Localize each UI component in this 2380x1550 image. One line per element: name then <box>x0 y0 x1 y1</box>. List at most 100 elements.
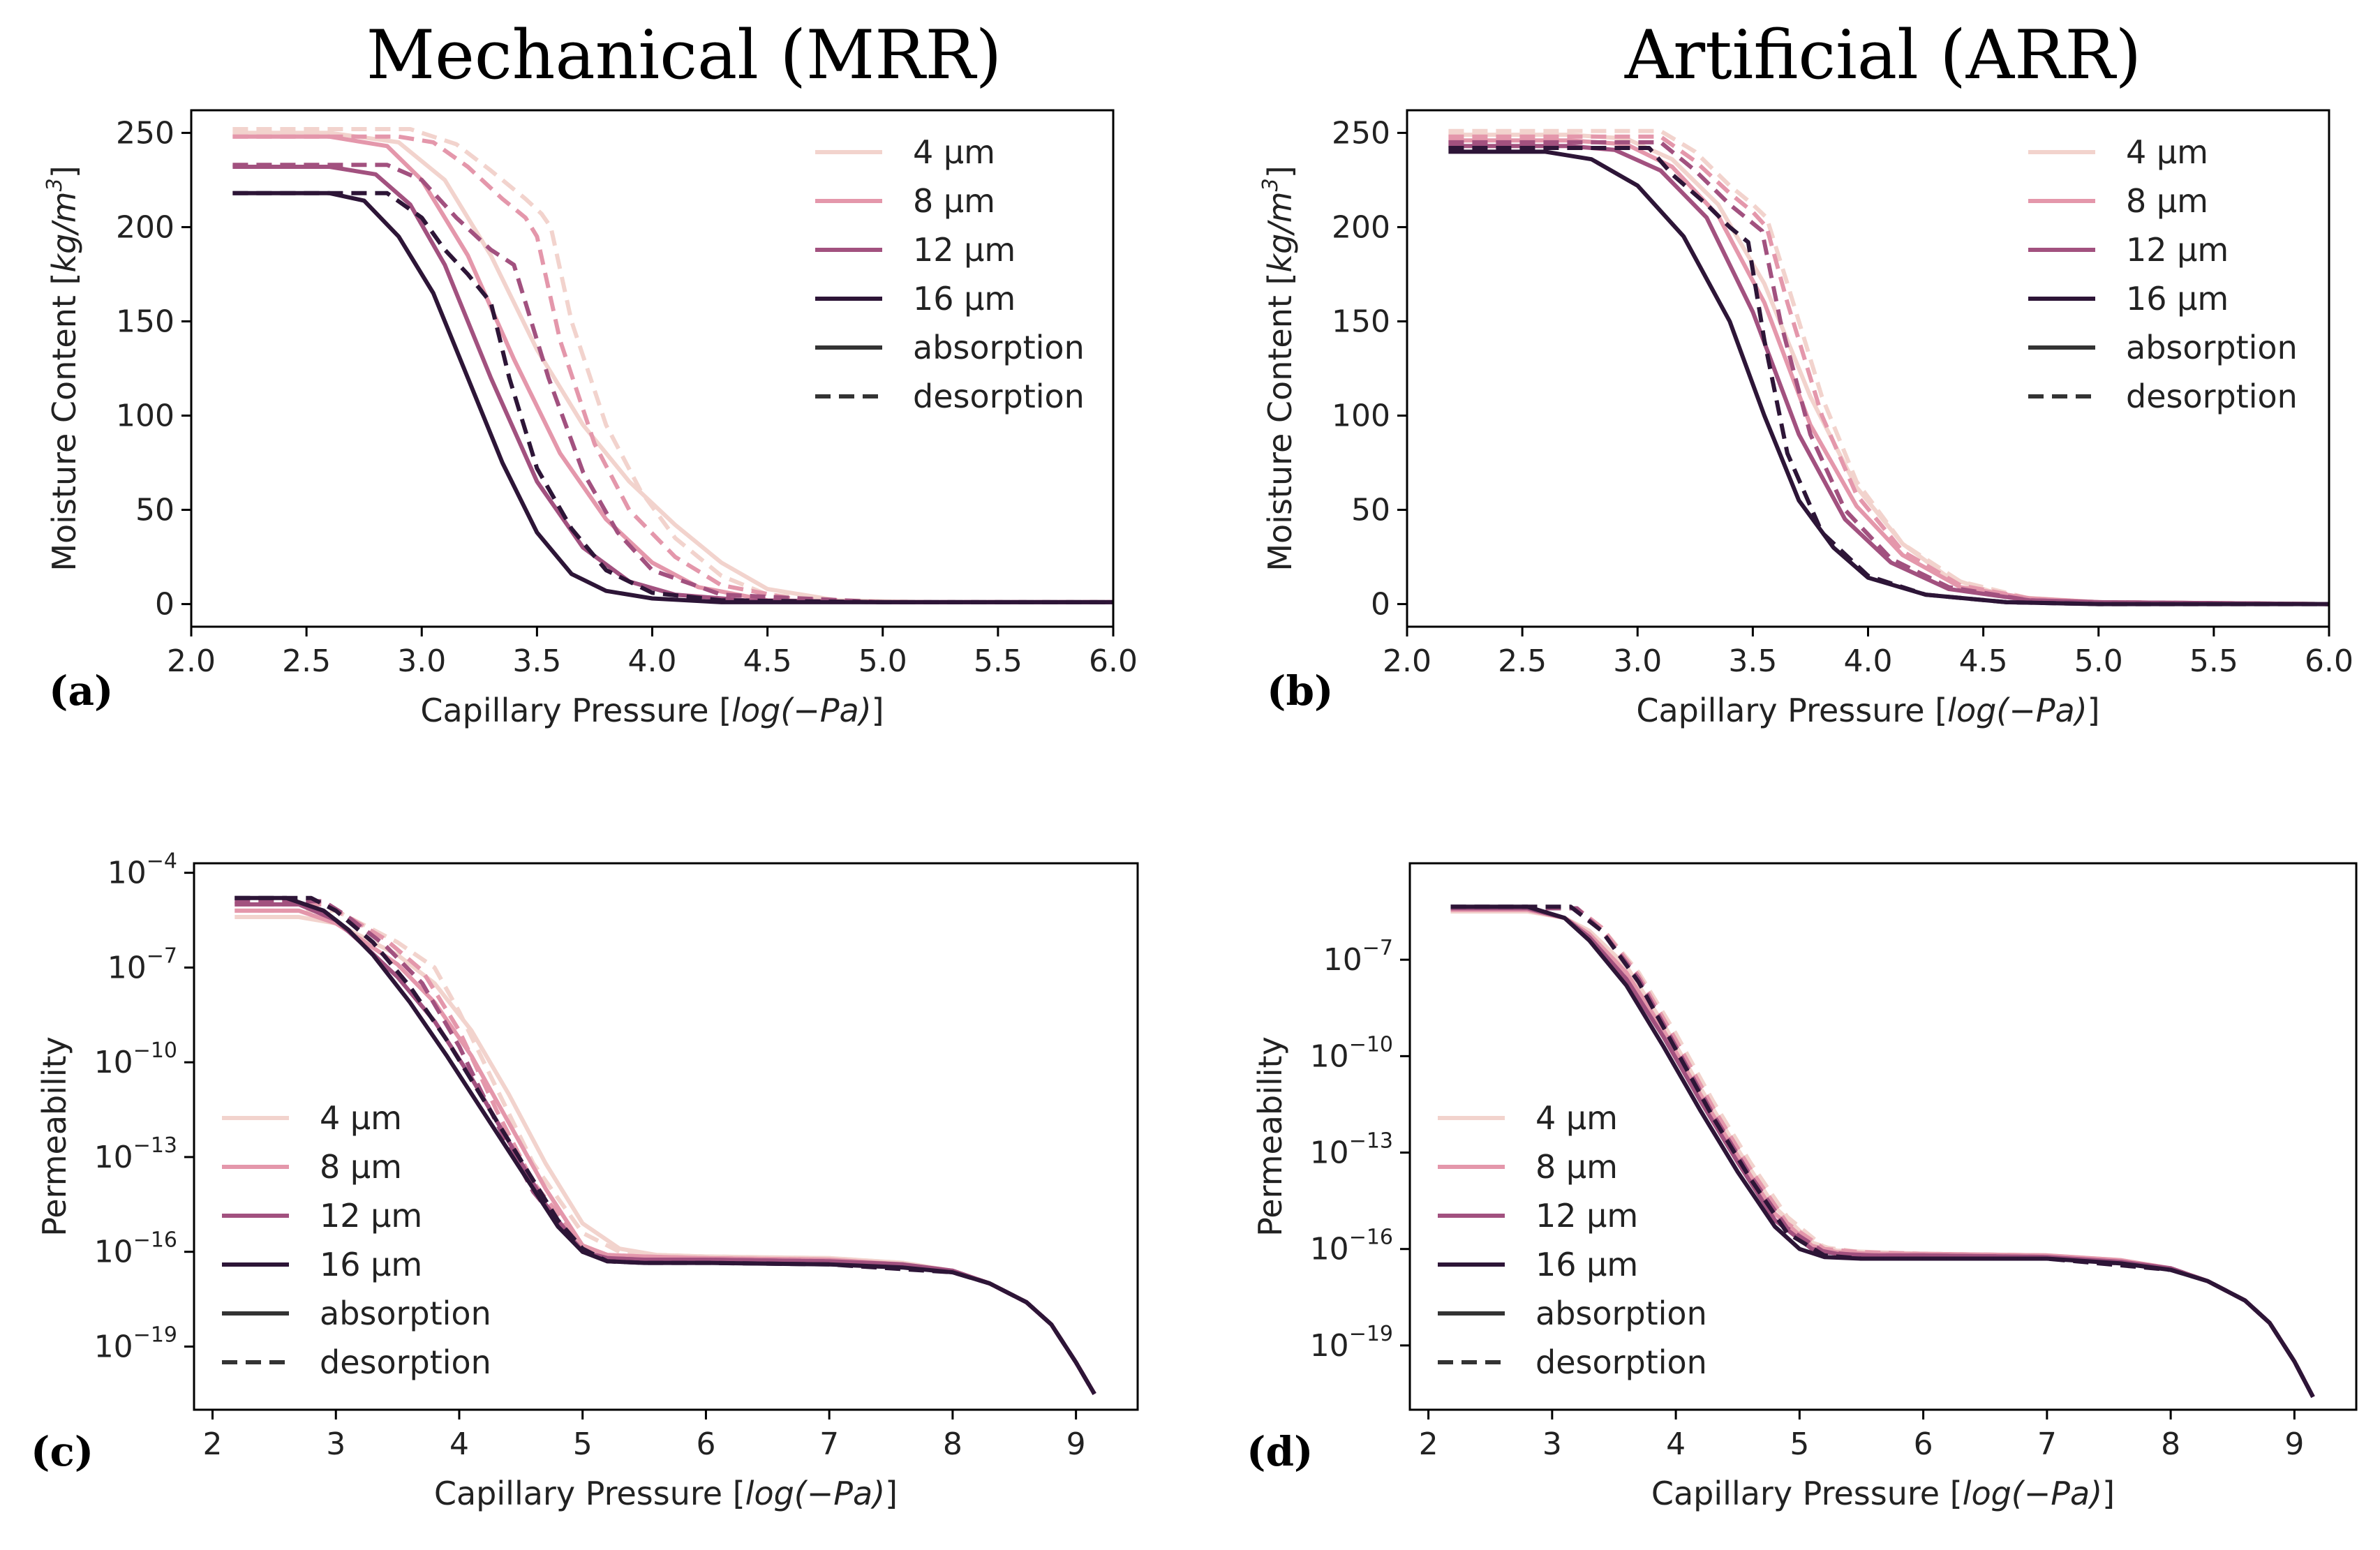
x-tick-label: 3.5 <box>1728 643 1777 679</box>
column-title-right: Artificial (ARR) <box>1624 16 2141 94</box>
x-tick-label: 4.0 <box>1844 643 1893 679</box>
series-line-4m-desorption <box>1448 128 2329 606</box>
x-tick-label: 4.5 <box>743 643 792 679</box>
y-axis-label: Permeability <box>1251 1036 1289 1237</box>
series-line-4m-desorption <box>235 908 1096 1395</box>
legend-label: absorption <box>2126 329 2298 366</box>
y-tick-label: 0 <box>1371 587 1390 623</box>
x-tick-label: 6.0 <box>2305 643 2353 679</box>
legend-label: 16 µm <box>913 280 1016 318</box>
legend-label: 12 µm <box>913 231 1016 269</box>
x-tick-label: 4.0 <box>628 643 677 679</box>
y-tick-label: 10−10 <box>94 1038 177 1080</box>
legend-label: 12 µm <box>2126 231 2229 269</box>
x-tick-label: 8 <box>943 1426 962 1462</box>
x-tick-label: 4 <box>449 1426 469 1462</box>
x-tick-label: 7 <box>2037 1426 2057 1462</box>
series-line-8m-desorption <box>1448 134 2329 606</box>
y-tick-label: 50 <box>135 493 174 528</box>
panel-a-moisture-mrr: 2.0 2.5 3.0 3.5 4.0 4.5 5.0 5.5 6.0 0 50 100 150 200 2… <box>43 109 1138 729</box>
x-tick-label: 3 <box>1542 1426 1562 1462</box>
y-axis-label: Moisture Content [kg/m3] <box>1258 165 1299 571</box>
x-tick-label: 5.0 <box>2074 643 2123 679</box>
legend-label: absorption <box>913 329 1085 366</box>
plot-frame <box>1408 862 2358 1411</box>
y-tick-label: 50 <box>1351 493 1390 528</box>
x-tick-label: 9 <box>2284 1426 2304 1462</box>
legend-label: 16 µm <box>2126 280 2229 318</box>
x-tick-label: 5.0 <box>858 643 907 679</box>
y-tick-label: 10−7 <box>107 944 177 985</box>
legend-label: 8 µm <box>320 1148 402 1186</box>
series-lines <box>1450 904 2315 1398</box>
x-tick-label: 6 <box>696 1426 715 1462</box>
x-tick-label: 2.5 <box>1498 643 1547 679</box>
series-line-12m-desorption <box>232 163 1113 604</box>
x-axis-label: Capillary Pressure [log(−Pa)] <box>420 692 884 729</box>
x-tick-label: 2 <box>1419 1426 1438 1462</box>
y-tick-label: 250 <box>1332 115 1390 151</box>
series-line-12m-absorption <box>1448 144 2329 606</box>
y-axis-label: Permeability <box>36 1036 73 1237</box>
legend: 4 µm 8 µm 12 µm 16 µm absorption desorption <box>2028 133 2298 415</box>
panel-d-permeability-arr: 2 3 4 5 6 7 8 9 10−7 10−10 10−13 10−16 10−19 Capillar… <box>1247 862 2358 1512</box>
y-tick-label: 250 <box>116 115 174 151</box>
panel-label: (c) <box>31 1428 94 1475</box>
y-tick-label: 200 <box>1332 209 1390 245</box>
x-tick-label: 3.0 <box>397 643 446 679</box>
y-tick-label: 150 <box>1332 304 1390 339</box>
x-tick-label: 5.5 <box>974 643 1022 679</box>
y-tick-label: 10−7 <box>1323 936 1393 978</box>
y-tick-label: 0 <box>155 587 174 623</box>
y-tick-label: 10−16 <box>1310 1225 1393 1267</box>
legend-label: 4 µm <box>320 1099 402 1137</box>
legend-label: 4 µm <box>913 133 995 171</box>
x-tick-label: 3.0 <box>1613 643 1662 679</box>
y-tick-label: 100 <box>1332 398 1390 434</box>
x-tick-label: 3.5 <box>512 643 561 679</box>
legend: 4 µm 8 µm 12 µm 16 µm absorption desorption <box>1438 1099 1707 1381</box>
series-line-16m-desorption <box>1448 146 2329 606</box>
legend-label: desorption <box>320 1343 491 1381</box>
y-axis-label: Moisture Content [kg/m3] <box>43 165 83 571</box>
x-tick-label: 4 <box>1666 1426 1686 1462</box>
panel-b-moisture-arr: 2.0 2.5 3.0 3.5 4.0 4.5 5.0 5.5 6.0 0 50 100 150 200 2… <box>1258 109 2353 729</box>
series-line-12m-desorption <box>1448 140 2329 606</box>
y-tick-label: 10−19 <box>1310 1322 1393 1364</box>
legend-label: 16 µm <box>1535 1246 1638 1283</box>
y-tick-label: 150 <box>116 304 174 339</box>
x-tick-label: 4.5 <box>1959 643 2008 679</box>
panel-c-permeability-mrr: 2 3 4 5 6 7 8 9 10−4 10−7 10−10 10−13 10−16 10−19 Capi… <box>31 849 1139 1512</box>
legend-label: desorption <box>2126 378 2298 415</box>
series-line-16m-absorption <box>1448 149 2329 606</box>
legend: 4 µm 8 µm 12 µm 16 µm absorption desorption <box>222 1099 491 1381</box>
y-tick-label: 100 <box>116 398 174 434</box>
x-axis-label: Capillary Pressure [log(−Pa)] <box>1636 692 2099 729</box>
series-line-16m-desorption <box>1450 904 2315 1398</box>
y-tick-label: 10−16 <box>94 1228 177 1270</box>
x-tick-label: 7 <box>819 1426 839 1462</box>
legend-label: absorption <box>320 1295 491 1332</box>
legend-label: absorption <box>1535 1295 1707 1332</box>
legend-label: 8 µm <box>2126 182 2208 220</box>
panel-label: (b) <box>1267 667 1333 715</box>
x-tick-label: 5 <box>573 1426 593 1462</box>
series-lines <box>232 127 1113 604</box>
y-tick-label: 200 <box>116 209 174 245</box>
legend-label: 12 µm <box>1535 1197 1638 1235</box>
x-axis-label: Capillary Pressure [log(−Pa)] <box>1651 1475 2115 1512</box>
panel-label: (d) <box>1247 1428 1313 1475</box>
x-tick-label: 2 <box>203 1426 223 1462</box>
x-tick-label: 2.0 <box>167 643 216 679</box>
y-tick-label: 10−10 <box>1310 1032 1393 1074</box>
x-axis-label: Capillary Pressure [log(−Pa)] <box>434 1475 898 1512</box>
y-tick-label: 10−13 <box>94 1133 177 1175</box>
legend-label: 12 µm <box>320 1197 422 1235</box>
x-tick-label: 6 <box>1914 1426 1933 1462</box>
x-tick-label: 2.5 <box>282 643 331 679</box>
x-tick-label: 8 <box>2161 1426 2180 1462</box>
legend-label: desorption <box>1535 1343 1707 1381</box>
series-lines <box>1448 128 2329 606</box>
legend-label: 4 µm <box>2126 133 2208 171</box>
